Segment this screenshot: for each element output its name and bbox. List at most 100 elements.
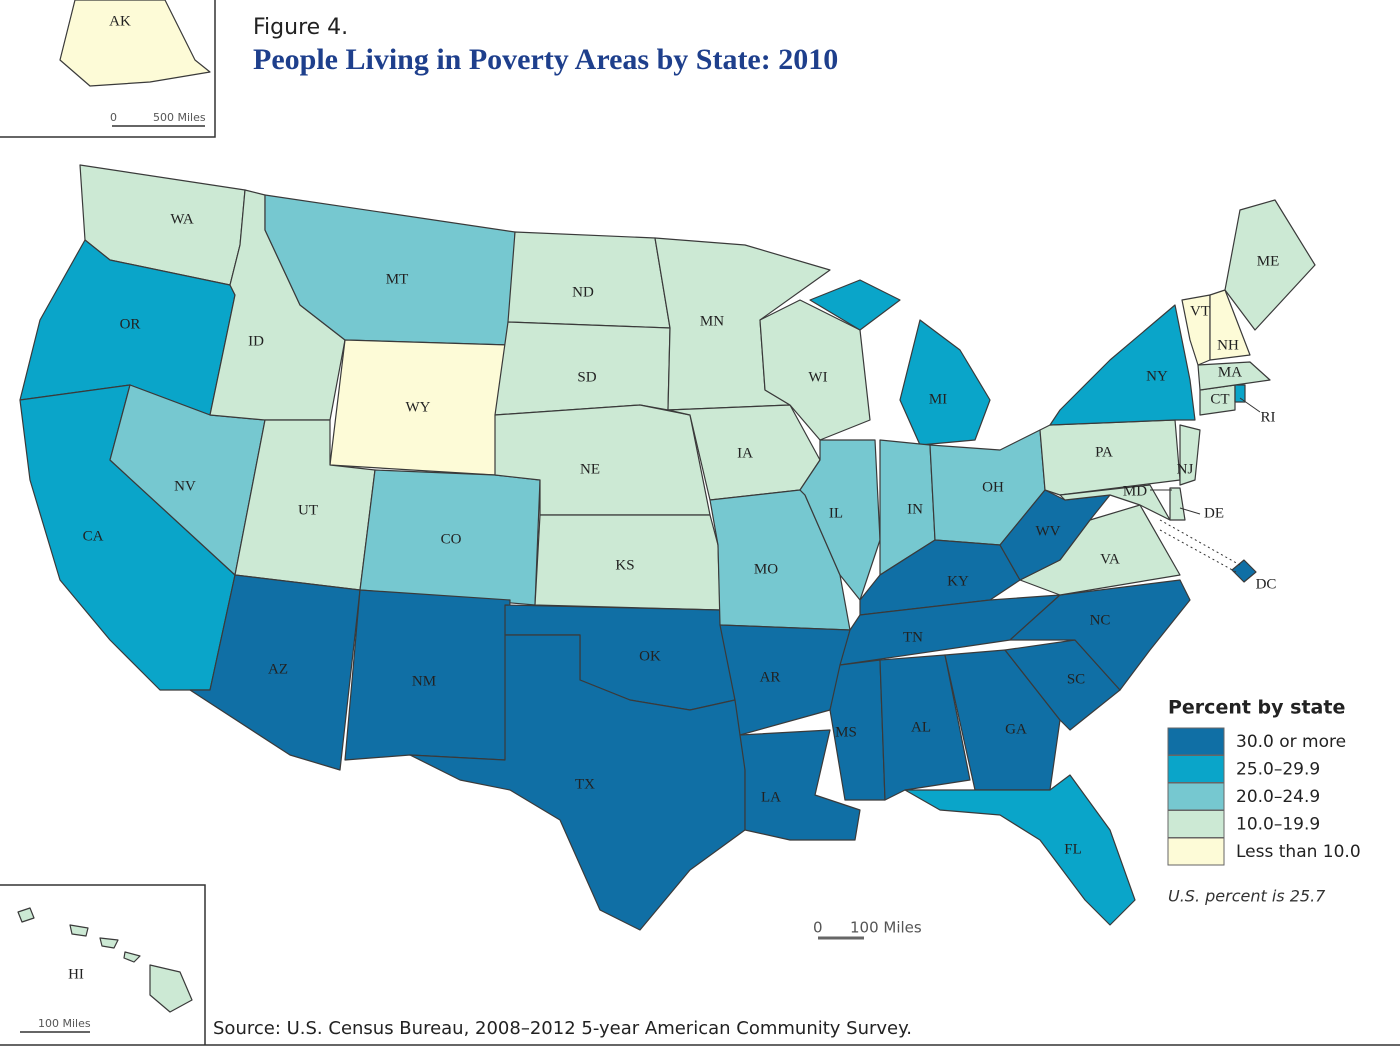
state-shape — [149, 964, 193, 1013]
state-shape — [1231, 559, 1257, 583]
state-label: VA — [1100, 551, 1120, 567]
state-label: IN — [907, 501, 923, 517]
state-shape — [1009, 579, 1191, 691]
legend-label: Less than 10.0 — [1236, 842, 1361, 862]
state-shape — [904, 774, 1136, 926]
hawaii-scale: 100 Miles — [20, 1017, 91, 1033]
leader-line — [1239, 397, 1261, 413]
state-shape — [1179, 424, 1201, 486]
state-shape — [17, 907, 35, 923]
state-shape — [409, 634, 746, 931]
state-label: ND — [572, 284, 594, 300]
state-label: DC — [1256, 576, 1277, 592]
hawaii-inset-frame — [0, 884, 206, 1045]
scale-label: 100 Miles — [850, 919, 922, 937]
state-label: MD — [1123, 483, 1147, 499]
state-label: OH — [982, 479, 1004, 495]
state-shape — [809, 279, 901, 331]
state-label: OR — [120, 316, 141, 332]
state-label: CA — [83, 528, 104, 544]
state-shape — [739, 729, 861, 841]
state-label: NH — [1217, 337, 1239, 353]
state-label: AR — [760, 669, 781, 685]
state-label: NJ — [1177, 461, 1194, 477]
state-label: MA — [1218, 364, 1242, 380]
state-shape — [1197, 361, 1271, 391]
legend-swatch — [1167, 782, 1225, 811]
state-label: LA — [761, 789, 781, 805]
state-shape — [1234, 384, 1246, 403]
state-label: AL — [911, 719, 931, 735]
state-shape — [99, 937, 119, 949]
alaska-scale: 0 500 Miles — [110, 111, 206, 127]
state-label: IL — [829, 505, 843, 521]
state-shape — [1004, 639, 1121, 731]
state-label: ME — [1257, 253, 1280, 269]
state-shape — [944, 649, 1061, 791]
state-label: IA — [737, 445, 753, 461]
state-shape — [1209, 289, 1251, 361]
state-label: MN — [700, 313, 724, 329]
scale-label: 100 Miles — [38, 1017, 91, 1030]
state-label: CT — [1210, 391, 1229, 407]
state-label: GA — [1005, 721, 1027, 737]
state-shape — [1224, 199, 1316, 331]
state-label: KY — [947, 573, 969, 589]
state-shape — [1169, 487, 1186, 521]
state-label: WY — [406, 399, 431, 415]
state-label: PA — [1095, 444, 1113, 460]
state-label: NC — [1090, 612, 1111, 628]
state-label: CO — [441, 531, 462, 547]
state-shape — [1049, 304, 1196, 426]
state-shape — [507, 231, 671, 329]
state-label: MS — [835, 724, 857, 740]
state-label: MO — [754, 561, 778, 577]
source: Source: U.S. Census Bureau, 2008–2012 5-… — [213, 1018, 912, 1039]
state-label: RI — [1261, 409, 1276, 425]
state-label: SC — [1067, 671, 1085, 687]
state-shape — [1059, 484, 1171, 521]
main-scale: 0 100 Miles — [813, 919, 922, 940]
legend-title: Percent by state — [1168, 697, 1345, 719]
state-shape — [829, 659, 886, 801]
state-shape — [899, 319, 991, 446]
state-label: UT — [298, 502, 318, 518]
legend-label: 20.0–24.9 — [1236, 787, 1320, 807]
legend-swatch — [1167, 810, 1225, 838]
legend-swatch — [1167, 837, 1225, 866]
map-title: People Living in Poverty Areas by State:… — [253, 43, 838, 76]
legend-label: 10.0–19.9 — [1236, 815, 1320, 835]
state-shape — [69, 924, 89, 937]
state-label: FL — [1064, 841, 1082, 857]
scale-zero: 0 — [110, 111, 117, 124]
state-shape — [719, 624, 851, 736]
state-label: TN — [903, 629, 923, 645]
leader-line — [1159, 519, 1241, 566]
scale-zero: 0 — [813, 919, 823, 937]
scale-label: 500 Miles — [153, 111, 206, 124]
state-label: MI — [929, 391, 947, 407]
legend-label: 30.0 or more — [1236, 732, 1346, 752]
state-shape — [799, 439, 881, 601]
state-label: NE — [580, 461, 600, 477]
state-label: OK — [639, 648, 661, 664]
state-label: ID — [248, 333, 264, 349]
state-label: TX — [575, 776, 595, 792]
state-label: NV — [174, 478, 196, 494]
state-label: SD — [577, 369, 596, 385]
state-label: WV — [1036, 523, 1061, 539]
state-label: VT — [1190, 303, 1210, 319]
note: U.S. percent is 25.7 — [1168, 887, 1326, 906]
alaska-inset-frame — [0, 0, 216, 138]
legend-swatch — [1167, 755, 1225, 783]
states-layer: WA OR CA NV ID MT WY UT CO AZ NM ND SD NE KS OK TX MN IA MO… — [17, 0, 1316, 1013]
state-label: DE — [1204, 505, 1224, 521]
state-label: HI — [68, 966, 84, 982]
figure-label: Figure 4. — [253, 15, 348, 40]
state-label: AK — [109, 13, 131, 29]
state-shape — [759, 299, 871, 441]
state-label: MT — [386, 271, 409, 287]
legend-label: 25.0–29.9 — [1236, 760, 1320, 780]
leader-line — [1179, 507, 1201, 515]
